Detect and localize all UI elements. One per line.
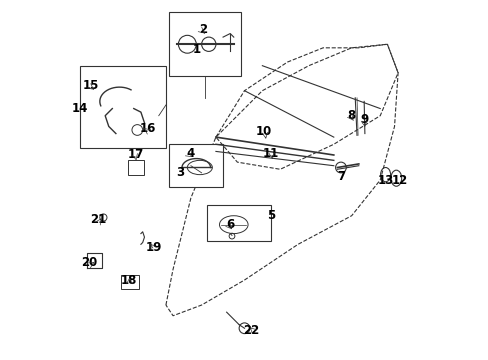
Text: 11: 11 — [263, 147, 279, 160]
FancyBboxPatch shape — [121, 275, 139, 289]
Text: 9: 9 — [359, 113, 367, 126]
Text: 5: 5 — [266, 209, 275, 222]
Text: 14: 14 — [72, 102, 88, 115]
FancyBboxPatch shape — [169, 12, 241, 76]
Text: 3: 3 — [176, 166, 184, 179]
Text: 20: 20 — [81, 256, 97, 269]
Text: 8: 8 — [347, 109, 355, 122]
Text: 16: 16 — [140, 122, 156, 135]
FancyBboxPatch shape — [80, 66, 165, 148]
Text: 2: 2 — [199, 23, 207, 36]
Text: 13: 13 — [377, 174, 393, 186]
Text: 7: 7 — [336, 170, 345, 183]
Text: 19: 19 — [145, 241, 161, 255]
Text: 22: 22 — [243, 324, 259, 337]
Text: 10: 10 — [256, 125, 272, 138]
FancyBboxPatch shape — [169, 144, 223, 187]
FancyBboxPatch shape — [206, 205, 271, 241]
Text: 17: 17 — [127, 148, 143, 162]
Text: 6: 6 — [225, 218, 234, 231]
FancyBboxPatch shape — [128, 160, 144, 175]
Text: 21: 21 — [90, 213, 106, 226]
Text: 4: 4 — [186, 147, 195, 160]
Text: 18: 18 — [120, 274, 136, 287]
Text: 1: 1 — [192, 43, 200, 56]
Text: 12: 12 — [391, 174, 407, 186]
Text: 15: 15 — [82, 79, 99, 92]
